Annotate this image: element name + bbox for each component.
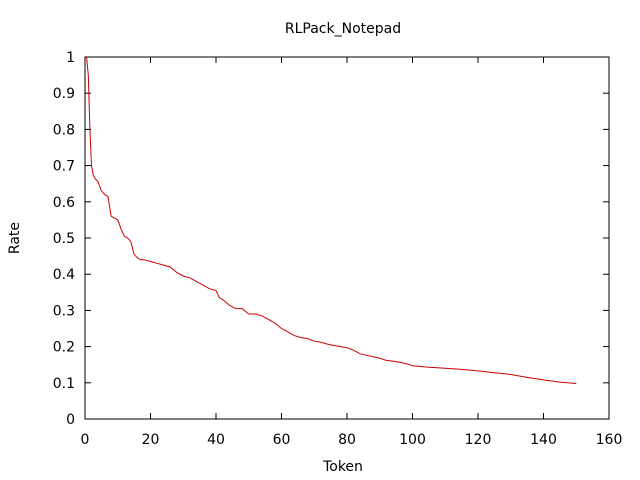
axis-ticks: [84, 56, 610, 420]
x-tick-label: 140: [530, 432, 557, 448]
y-tick-label: 0.3: [53, 303, 75, 319]
x-tick-label: 100: [399, 432, 426, 448]
y-tick-label: 1: [66, 50, 75, 66]
x-tick-label: 80: [338, 432, 356, 448]
plot-area-frame: [84, 56, 610, 420]
series-line: [86, 56, 577, 384]
chart-title: RLPack_Notepad: [285, 21, 401, 37]
y-tick-label: 0.8: [53, 122, 75, 138]
y-tick-label: 0.1: [53, 376, 75, 392]
y-tick-label: 0.5: [53, 231, 75, 247]
y-tick-label: 0.4: [53, 267, 75, 283]
x-tick-label: 120: [465, 432, 492, 448]
y-axis-label: Rate: [7, 222, 23, 254]
x-tick-label: 160: [596, 432, 623, 448]
x-tick-label: 0: [81, 432, 90, 448]
x-tick-label: 20: [142, 432, 160, 448]
series-layer: [86, 56, 577, 384]
y-tick-label: 0: [66, 412, 75, 428]
x-tick-label: 40: [207, 432, 225, 448]
y-tick-label: 0.2: [53, 340, 75, 356]
y-tick-label: 0.6: [53, 195, 75, 211]
x-axis-label: Token: [322, 459, 363, 475]
y-tick-label: 0.9: [53, 86, 75, 102]
x-tick-label: 60: [273, 432, 291, 448]
axis-tick-labels: 0 20 40 60 80 100 120 140 160 0 0.1 0.2 0.3 0.4 0.5 0.6…: [53, 50, 623, 448]
y-tick-label: 0.7: [53, 159, 75, 175]
